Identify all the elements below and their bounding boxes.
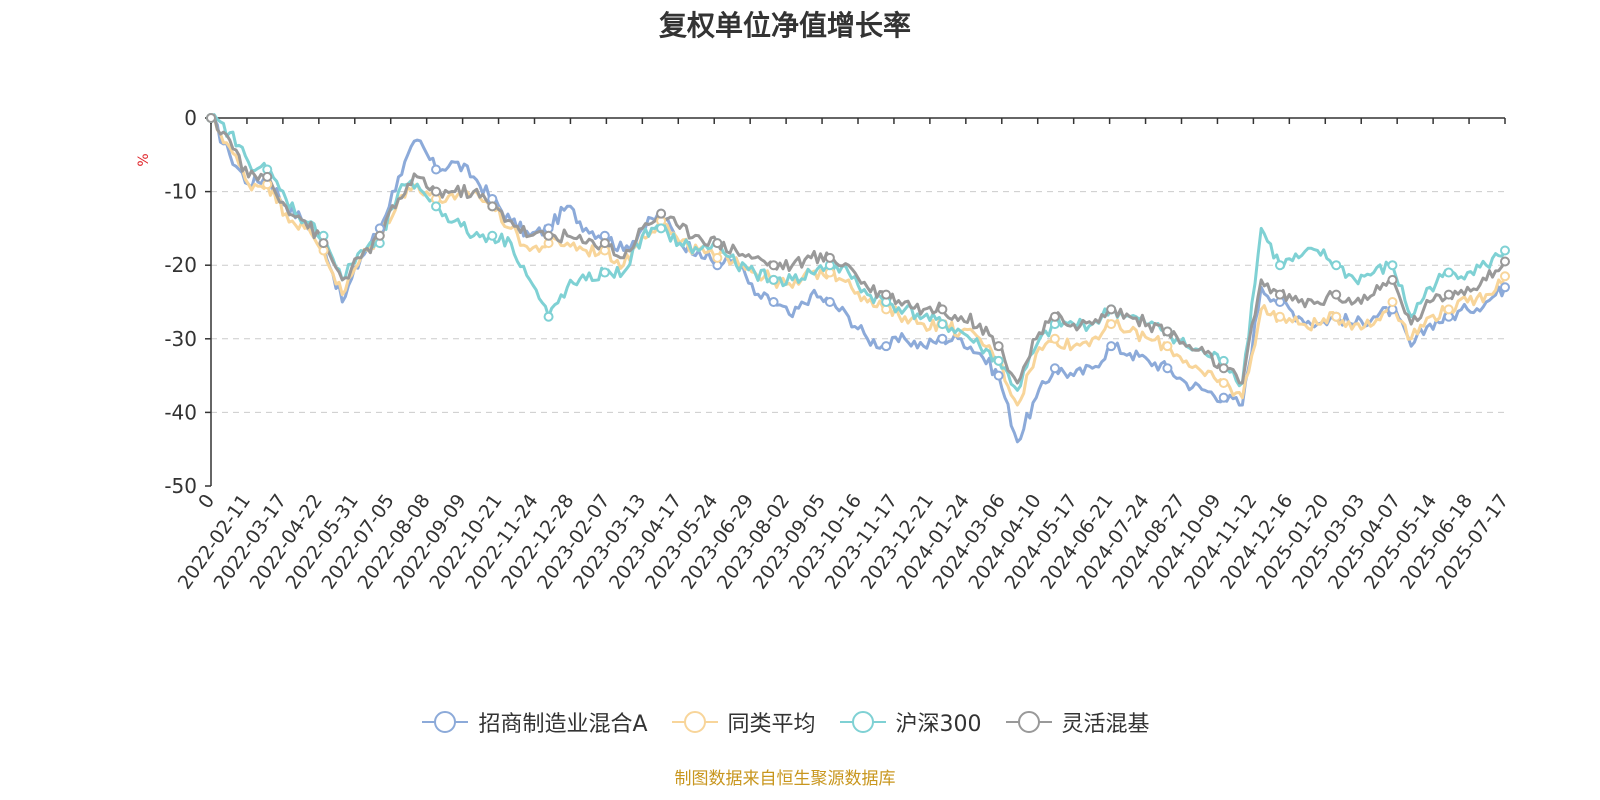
source-note: 制图数据来自恒生聚源数据库 <box>674 769 896 789</box>
series-point <box>1331 289 1342 300</box>
series-line-3 <box>210 114 1507 385</box>
legend-label: 沪深300 <box>895 712 982 737</box>
series-line-2 <box>209 113 1507 392</box>
series-point <box>993 370 1004 381</box>
series-point <box>262 171 273 182</box>
legend-swatch-icon <box>839 711 886 733</box>
series-point <box>656 223 667 234</box>
series-point <box>1500 245 1510 256</box>
series-point <box>1500 282 1510 293</box>
series-point <box>1049 333 1060 344</box>
series-point <box>1387 274 1398 285</box>
series-point <box>656 208 667 219</box>
series-line-1 <box>210 115 1507 407</box>
series-point <box>1218 377 1229 388</box>
series-point <box>824 297 835 307</box>
series-point <box>1500 271 1510 282</box>
series-point <box>1387 260 1398 271</box>
series-point <box>543 311 554 322</box>
legend-label: 同类平均 <box>727 712 816 737</box>
series-lines <box>209 113 1507 444</box>
series-line-0 <box>210 116 1507 444</box>
series-point <box>1162 326 1173 337</box>
series-point <box>768 297 779 307</box>
chart-title: 复权单位净值增长率 <box>658 9 911 42</box>
series-point <box>431 164 442 175</box>
legend-label: 招商制造业混合A <box>478 712 648 737</box>
series-point <box>431 201 442 212</box>
series-point <box>487 201 498 212</box>
series-point <box>487 230 498 241</box>
series-point <box>543 230 554 241</box>
series-point <box>318 238 329 249</box>
series-point <box>599 267 610 278</box>
series-point <box>768 260 779 271</box>
series-point <box>712 252 723 263</box>
y-tick-label: -30 <box>164 327 197 351</box>
series-point <box>1500 256 1510 267</box>
series-point <box>937 304 948 315</box>
y-tick-label: 0 <box>184 106 197 130</box>
series-point <box>1331 260 1342 271</box>
series-point <box>1387 297 1398 307</box>
series-point <box>599 238 610 249</box>
series-point <box>1162 363 1173 374</box>
series-point <box>1049 311 1060 322</box>
legend-swatch-icon <box>422 711 469 733</box>
series-point <box>1106 304 1117 315</box>
series-point <box>1106 319 1117 330</box>
series-point <box>881 289 892 300</box>
series-point <box>993 355 1004 366</box>
y-tick-label: -50 <box>164 474 197 498</box>
series-point <box>431 186 442 197</box>
series-point <box>1218 392 1229 403</box>
series-point <box>1106 341 1117 352</box>
series-point <box>1443 304 1454 315</box>
y-tick-label: -20 <box>164 253 197 277</box>
legend: 招商制造业混合A 同类平均 沪深300 灵活混基 <box>0 706 1570 738</box>
series-point <box>768 274 779 285</box>
series-point <box>937 333 948 344</box>
series-point <box>1443 267 1454 278</box>
series-point <box>1274 289 1285 300</box>
legend-item[interactable]: 同类平均 <box>670 706 816 738</box>
series-point <box>1443 289 1454 300</box>
series-point <box>881 341 892 352</box>
legend-item[interactable]: 灵活混基 <box>1004 706 1150 738</box>
y-tick-label: -10 <box>164 180 197 204</box>
x-tick-label: 0 <box>194 490 219 513</box>
y-axis-label: % <box>136 153 152 166</box>
series-point <box>993 341 1004 352</box>
series-point <box>1049 363 1060 374</box>
y-tick-label: -40 <box>164 400 197 424</box>
series-point <box>1331 311 1342 322</box>
legend-swatch-icon <box>671 711 718 733</box>
series-point <box>206 113 216 123</box>
series-point <box>1162 341 1173 352</box>
series-point <box>712 238 723 249</box>
series-point <box>937 319 948 330</box>
series-point <box>374 230 385 241</box>
legend-item[interactable]: 沪深300 <box>838 706 982 738</box>
legend-label: 灵活混基 <box>1061 712 1150 737</box>
legend-item[interactable]: 招商制造业混合A <box>420 706 648 738</box>
grid-lines <box>211 191 1505 413</box>
legend-swatch-icon <box>1005 711 1052 733</box>
series-point <box>1274 311 1285 322</box>
line-chart: 0-10-20-30-40-5002022-02-112022-03-17202… <box>136 106 1513 593</box>
series-point <box>1274 260 1285 271</box>
series-point <box>824 252 835 263</box>
axes: 0-10-20-30-40-5002022-02-112022-03-17202… <box>164 106 1513 593</box>
series-markers <box>206 113 1510 403</box>
series-point <box>1218 363 1229 374</box>
